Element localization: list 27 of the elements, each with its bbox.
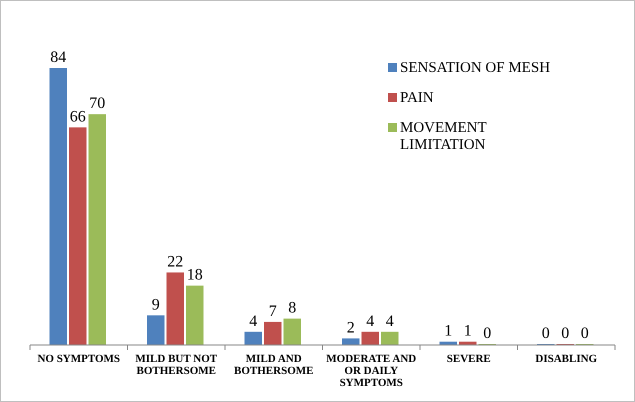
data-label: 84 (50, 49, 66, 66)
x-tick-label: MODERATE AND OR DAILY SYMPTOMS (326, 353, 416, 389)
data-label: 70 (89, 95, 106, 112)
x-tick-label: NO SYMPTOMS (37, 353, 120, 365)
data-label: 1 (464, 322, 472, 340)
data-label: 0 (580, 325, 589, 342)
data-label: 8 (288, 300, 296, 317)
data-label: 4 (249, 312, 258, 330)
data-label: 66 (70, 108, 86, 126)
x-tick-label: DISABLING (535, 353, 598, 365)
data-label: 22 (167, 253, 184, 270)
legend-label: MOVEMENT LIMITATION (400, 120, 487, 153)
data-label: 4 (386, 312, 394, 330)
data-label: 4 (366, 312, 374, 330)
data-label: 9 (152, 296, 160, 314)
data-label: 18 (186, 266, 203, 284)
data-label: 7 (268, 302, 277, 320)
data-label: 0 (483, 325, 492, 342)
data-label: 1 (444, 322, 452, 340)
x-tick-label: MILD AND BOTHERSOME (234, 353, 314, 377)
data-label: 2 (346, 319, 355, 336)
x-tick-label: SEVERE (446, 353, 491, 365)
data-label: 0 (542, 325, 550, 342)
x-tick-label: MILD BUT NOT BOTHERSOME (135, 353, 218, 377)
legend-label: SENSATION OF MESH (400, 60, 550, 76)
legend-label: PAIN (400, 90, 434, 106)
data-label: 0 (561, 325, 570, 342)
